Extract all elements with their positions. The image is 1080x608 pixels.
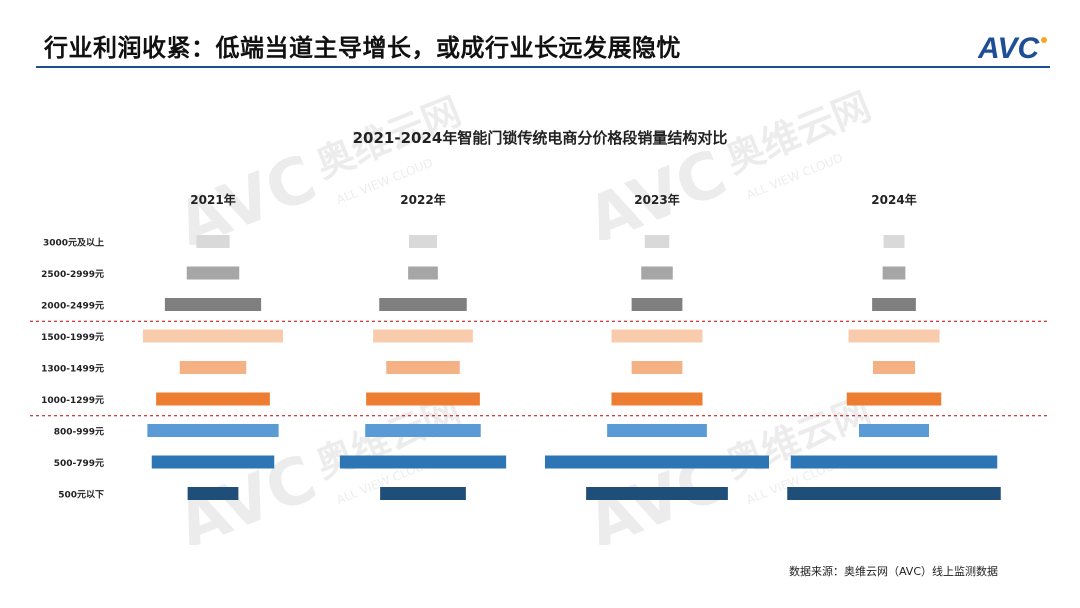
category-label: 1500-1999元 bbox=[41, 332, 104, 343]
category-label: 3000元及以上 bbox=[43, 237, 104, 249]
logo-text: AVC bbox=[978, 32, 1040, 64]
bar bbox=[380, 487, 466, 500]
bar bbox=[846, 392, 942, 406]
bar bbox=[366, 392, 480, 406]
bar bbox=[386, 361, 460, 374]
bar bbox=[179, 361, 247, 374]
bar bbox=[186, 266, 240, 280]
bar bbox=[848, 329, 940, 343]
bar bbox=[611, 329, 703, 343]
bar bbox=[872, 298, 916, 311]
bar bbox=[790, 455, 998, 469]
bar bbox=[873, 361, 915, 374]
chart-title: 2021-2024年智能门锁传统电商分价格段销量结构对比 bbox=[352, 129, 728, 147]
bar bbox=[586, 487, 728, 500]
panel-header-4: 2024年 bbox=[871, 192, 916, 207]
page-title: 行业利润收紧：低端当道主导增长，或成行业长远发展隐忧 bbox=[44, 34, 681, 62]
category-label: 1000-1299元 bbox=[41, 395, 104, 406]
bar bbox=[409, 235, 437, 248]
bar bbox=[365, 424, 481, 437]
bar bbox=[644, 235, 670, 248]
bar bbox=[641, 266, 673, 280]
category-label: 2500-2999元 bbox=[41, 269, 104, 280]
bar bbox=[859, 424, 929, 437]
bar bbox=[545, 455, 769, 469]
bar bbox=[151, 455, 275, 469]
bar bbox=[611, 392, 703, 406]
bar bbox=[883, 235, 905, 248]
panel-header-2: 2022年 bbox=[400, 192, 445, 207]
panel-header-1: 2021年 bbox=[190, 192, 235, 207]
bar bbox=[631, 298, 683, 311]
bar bbox=[143, 329, 283, 343]
category-label: 800-999元 bbox=[54, 427, 104, 438]
category-label: 1300-1499元 bbox=[41, 364, 104, 375]
bar bbox=[379, 298, 467, 311]
bar bbox=[373, 329, 473, 343]
bar bbox=[156, 392, 270, 406]
bar bbox=[147, 424, 279, 437]
avc-logo: AVC bbox=[977, 30, 1054, 68]
title-divider bbox=[36, 66, 1050, 68]
panel-header-3: 2023年 bbox=[634, 192, 679, 207]
bar bbox=[631, 361, 683, 374]
category-label: 500-799元 bbox=[54, 458, 104, 469]
bar bbox=[607, 424, 707, 437]
bar bbox=[164, 298, 262, 311]
bar bbox=[187, 487, 239, 500]
bar bbox=[882, 266, 906, 280]
category-label: 2000-2499元 bbox=[41, 301, 104, 312]
bar bbox=[408, 266, 438, 280]
source-note: 数据来源：奥维云网（AVC）线上监测数据 bbox=[788, 565, 998, 578]
category-label: 500元以下 bbox=[58, 490, 104, 501]
bar bbox=[196, 235, 230, 248]
bar bbox=[339, 455, 507, 469]
bar bbox=[787, 487, 1001, 500]
